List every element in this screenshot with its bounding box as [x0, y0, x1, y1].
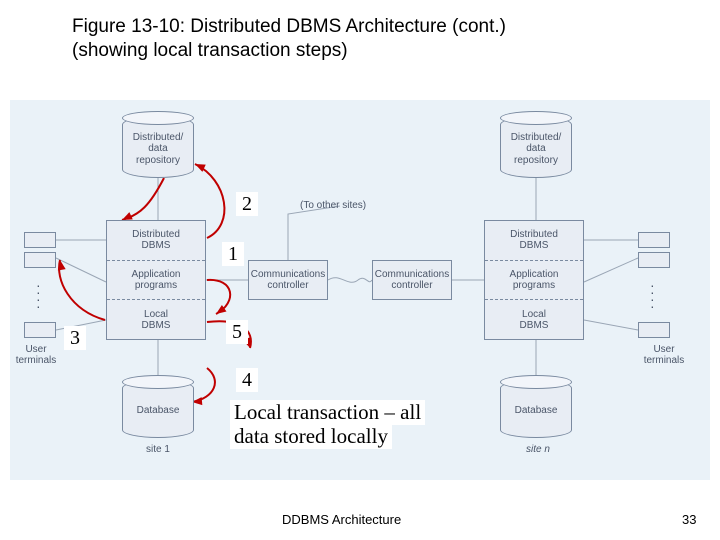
left-site-label: site 1: [136, 444, 180, 455]
left-terminal-dots: ····: [36, 282, 41, 310]
right-terminal-box-2: [638, 252, 670, 268]
right-database-label: Database: [515, 405, 558, 417]
right-repository-label: Distributed/datarepository: [511, 132, 562, 167]
left-terminal-box-1: [24, 232, 56, 248]
left-database-label: Database: [137, 405, 180, 417]
step-1: 1: [222, 242, 244, 266]
footer-center: DDBMS Architecture: [282, 512, 401, 527]
left-stack: DistributedDBMS Applicationprograms Loca…: [106, 220, 206, 340]
comm-controller-right: Communicationscontroller: [372, 260, 452, 300]
right-stack: DistributedDBMS Applicationprograms Loca…: [484, 220, 584, 340]
right-stack-apps: Applicationprograms: [485, 261, 583, 301]
left-repository-cylinder: Distributed/datarepository: [122, 116, 194, 178]
right-terminals-label: Userterminals: [624, 344, 704, 366]
left-terminal-box-2: [24, 252, 56, 268]
left-stack-local: LocalDBMS: [107, 300, 205, 339]
to-other-sites-label: (To other sites): [300, 200, 390, 211]
right-stack-local: LocalDBMS: [485, 300, 583, 339]
step-5: 5: [226, 320, 248, 344]
right-terminal-box-3: [638, 322, 670, 338]
right-terminal-box-1: [638, 232, 670, 248]
caption-line2: data stored locally: [230, 424, 392, 449]
caption-line1: Local transaction – all: [230, 400, 425, 425]
left-stack-apps: Applicationprograms: [107, 261, 205, 301]
step-4: 4: [236, 368, 258, 392]
left-terminal-box-3: [24, 322, 56, 338]
right-repository-cylinder: Distributed/datarepository: [500, 116, 572, 178]
right-stack-ddbms: DistributedDBMS: [485, 221, 583, 261]
page-number: 33: [682, 512, 696, 527]
left-repository-label: Distributed/datarepository: [133, 132, 184, 167]
right-terminal-dots: ····: [650, 282, 655, 310]
right-site-label: site n: [516, 444, 560, 455]
left-database-cylinder: Database: [122, 380, 194, 438]
step-2: 2: [236, 192, 258, 216]
right-database-cylinder: Database: [500, 380, 572, 438]
step-3: 3: [64, 326, 86, 350]
comm-controller-left: Communicationscontroller: [248, 260, 328, 300]
left-stack-ddbms: DistributedDBMS: [107, 221, 205, 261]
